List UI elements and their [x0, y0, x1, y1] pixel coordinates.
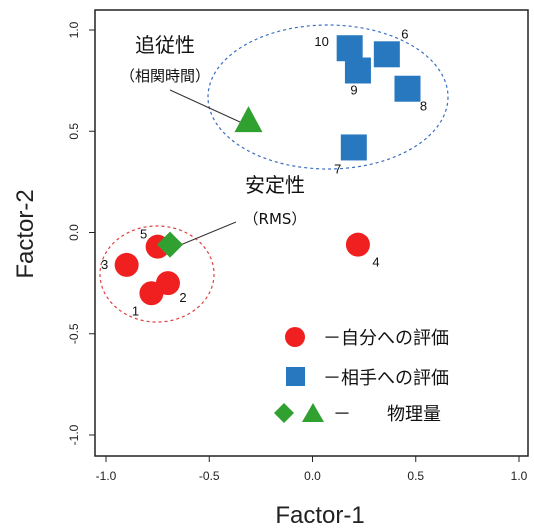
data-point-label: 8 [420, 99, 427, 114]
x-tick-label: -0.5 [199, 469, 220, 483]
annotation-follow-leader [169, 89, 241, 123]
x-tick-label: 1.0 [511, 469, 528, 483]
annotation-stability-title: 安定性 [245, 173, 305, 197]
data-point-label: 6 [401, 26, 408, 41]
data-point-label: 2 [179, 290, 186, 305]
data-point-diamond [157, 231, 184, 258]
y-tick-label: 1.0 [67, 21, 81, 38]
cluster-ellipse-follow [207, 24, 449, 170]
data-point-square [394, 75, 421, 102]
legend-square-icon [286, 367, 305, 386]
x-tick-label: -1.0 [96, 469, 117, 483]
data-point-circle [345, 232, 370, 257]
y-tick-label: -1.0 [67, 424, 81, 445]
y-tick-label: -0.5 [67, 323, 81, 344]
data-point-label: 10 [314, 34, 328, 49]
data-marks: 1 2 3 4 5 6 7 8 9 10 [101, 26, 427, 318]
legend-label-self: －自分への評価 [323, 328, 449, 349]
legend: －自分への評価 －相手への評価 － 物理量 [274, 327, 449, 425]
annotation-stability-subtitle: （RMS） [244, 210, 307, 228]
data-point-label: 7 [334, 161, 341, 176]
data-point-circle [155, 271, 180, 296]
cluster-ellipse-stability [99, 225, 215, 323]
data-point-circle [114, 252, 139, 277]
data-point-label: 1 [132, 303, 139, 318]
legend-diamond-icon [274, 403, 294, 423]
y-tick-label: 0.5 [67, 123, 81, 140]
y-axis-label: Factor-2 [12, 189, 39, 278]
annotation-follow-title: 追従性 [135, 33, 195, 57]
data-point-label: 3 [101, 257, 108, 272]
legend-label-partner: －相手への評価 [323, 368, 449, 389]
data-point-square [340, 134, 367, 161]
plot-area [94, 9, 529, 457]
data-point-label: 4 [372, 255, 379, 270]
legend-triangle-icon [302, 403, 324, 422]
y-tick-label: 0.0 [67, 224, 81, 241]
data-point-square [344, 57, 371, 84]
annotation-stability-leader [177, 221, 237, 247]
legend-circle-icon [285, 327, 305, 347]
x-axis-label: Factor-1 [275, 502, 364, 529]
data-point-triangle [234, 106, 263, 133]
data-point-square [373, 41, 400, 68]
annotation-follow-subtitle: （相関時間） [120, 67, 210, 85]
axis-ticks: -1.0 -0.5 0.0 0.5 1.0 -1.0 -0.5 0.0 0.5 1.0 [67, 21, 528, 483]
data-point-label: 9 [350, 83, 357, 98]
data-point-square [336, 35, 363, 62]
data-point-label: 5 [140, 227, 147, 242]
x-tick-label: 0.5 [407, 469, 424, 483]
x-tick-label: 0.0 [304, 469, 321, 483]
legend-label-physical: － 物理量 [333, 404, 441, 425]
